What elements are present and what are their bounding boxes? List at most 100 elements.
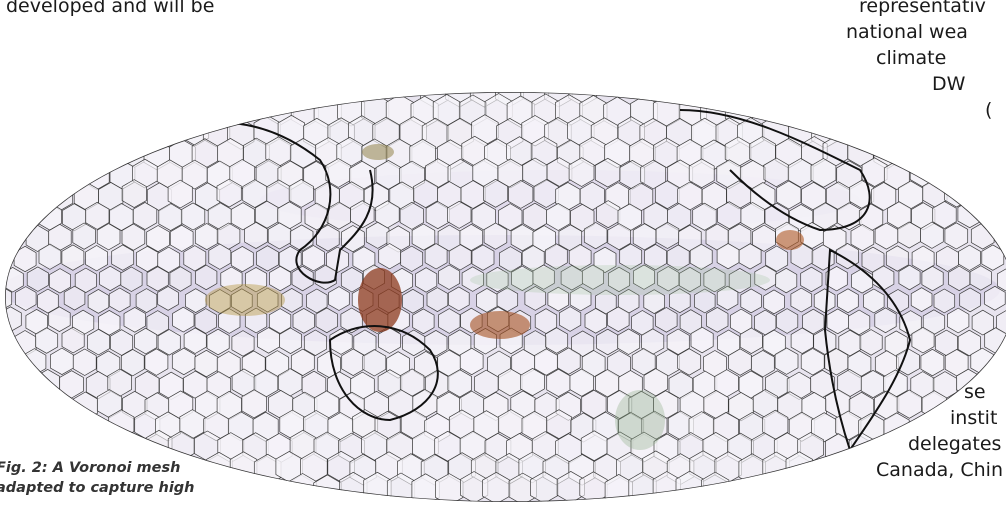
voronoi-cell bbox=[120, 266, 143, 292]
voronoi-cell bbox=[314, 264, 337, 291]
voronoi-cell bbox=[641, 410, 668, 441]
refined-region-tropical-band bbox=[470, 265, 770, 295]
voronoi-cell bbox=[706, 306, 729, 333]
voronoi-cell bbox=[459, 347, 484, 376]
voronoi-cell bbox=[716, 285, 739, 311]
voronoi-cell bbox=[608, 266, 631, 293]
voronoi-cell bbox=[677, 348, 702, 376]
voronoi-cell bbox=[121, 179, 147, 209]
voronoi-cell bbox=[775, 267, 798, 294]
voronoi-cell bbox=[643, 289, 665, 315]
voronoi-cell bbox=[341, 225, 365, 253]
voronoi-cell bbox=[703, 389, 729, 420]
voronoi-cell bbox=[920, 221, 944, 249]
voronoi-cell bbox=[800, 348, 825, 376]
caption-line: adapted to capture high bbox=[0, 480, 195, 496]
voronoi-cell bbox=[48, 223, 72, 252]
voronoi-cell bbox=[765, 245, 789, 272]
voronoi-cell bbox=[447, 200, 472, 229]
refined-region-japan bbox=[362, 144, 394, 160]
voronoi-cell bbox=[643, 368, 669, 397]
voronoi-cell bbox=[471, 244, 495, 271]
voronoi-cell bbox=[111, 244, 135, 271]
voronoi-cell bbox=[933, 288, 956, 314]
voronoi-cell bbox=[49, 268, 71, 294]
voronoi-cell bbox=[231, 330, 255, 357]
voronoi-cell bbox=[740, 288, 762, 314]
voronoi-cell bbox=[569, 368, 594, 397]
voronoi-cell bbox=[932, 200, 957, 229]
voronoi-cell bbox=[399, 201, 424, 230]
voronoi-cell bbox=[981, 244, 1005, 271]
voronoi-cell bbox=[448, 286, 470, 312]
voronoi-cell bbox=[532, 264, 555, 290]
voronoi-cell bbox=[520, 367, 545, 397]
voronoi-cell bbox=[399, 368, 425, 397]
voronoi-cell bbox=[947, 307, 970, 334]
voronoi-cell bbox=[997, 267, 1006, 293]
voronoi-cell bbox=[302, 245, 325, 272]
voronoi-cell bbox=[800, 266, 823, 293]
voronoi-cell bbox=[375, 200, 400, 229]
voronoi-cell bbox=[545, 327, 569, 354]
right-text-line: ( bbox=[985, 99, 993, 121]
voronoi-cell bbox=[269, 265, 292, 292]
voronoi-cell bbox=[714, 369, 739, 398]
voronoi-cell bbox=[958, 244, 981, 271]
voronoi-cell bbox=[534, 348, 559, 376]
voronoi-cell bbox=[303, 329, 327, 357]
voronoi-cell bbox=[568, 243, 592, 271]
voronoi-cell bbox=[521, 245, 545, 272]
voronoi-cell bbox=[185, 288, 207, 314]
voronoi-cell bbox=[169, 224, 194, 252]
voronoi-cell bbox=[498, 203, 523, 232]
voronoi-cell bbox=[134, 327, 158, 355]
coast-australia bbox=[328, 325, 439, 422]
voronoi-cell bbox=[85, 245, 108, 272]
voronoi-cell bbox=[123, 306, 146, 333]
voronoi-cell bbox=[157, 329, 181, 356]
voronoi-cell bbox=[508, 179, 534, 209]
voronoi-cell bbox=[690, 326, 714, 354]
voronoi-cell bbox=[885, 245, 909, 272]
voronoi-cell bbox=[790, 287, 813, 313]
voronoi-cell bbox=[241, 389, 267, 419]
voronoi-cell bbox=[825, 265, 848, 292]
voronoi-cell bbox=[511, 265, 534, 292]
right-text-line: instit bbox=[950, 407, 998, 429]
voronoi-cell bbox=[496, 287, 519, 313]
voronoi-cell bbox=[438, 308, 461, 334]
voronoi-cell bbox=[281, 287, 303, 313]
refined-region-pacific bbox=[470, 311, 530, 339]
voronoi-cell bbox=[948, 265, 971, 292]
voronoi-cell bbox=[292, 307, 315, 334]
caption-line: Fig. 2: A Voronoi mesh bbox=[0, 460, 181, 476]
voronoi-cell bbox=[887, 201, 912, 230]
voronoi-cell bbox=[499, 246, 522, 273]
voronoi-cell bbox=[874, 222, 899, 250]
voronoi-cell bbox=[921, 265, 944, 292]
voronoi-cell bbox=[694, 288, 716, 314]
voronoi-cell bbox=[180, 202, 206, 231]
voronoi-cell bbox=[61, 244, 85, 271]
voronoi-cell bbox=[87, 328, 110, 356]
voronoi-cell bbox=[739, 327, 763, 355]
voronoi-cell bbox=[911, 245, 935, 272]
voronoi-cell bbox=[15, 286, 37, 311]
voronoi-cell bbox=[583, 222, 608, 250]
voronoi-cell bbox=[558, 224, 583, 252]
voronoi-cell bbox=[666, 328, 690, 356]
voronoi-cell bbox=[277, 201, 302, 230]
voronoi-cell bbox=[316, 224, 340, 252]
voronoi-cell bbox=[121, 223, 146, 251]
voronoi-cell bbox=[689, 243, 713, 271]
voronoi-cell bbox=[556, 347, 581, 375]
voronoi-cell bbox=[898, 264, 921, 291]
voronoi-cell bbox=[568, 157, 595, 187]
voronoi-cell bbox=[230, 245, 254, 273]
voronoi-cell bbox=[412, 308, 435, 335]
voronoi-cell bbox=[288, 178, 314, 208]
voronoi-cell bbox=[678, 266, 701, 293]
coast-north-america bbox=[679, 109, 871, 232]
